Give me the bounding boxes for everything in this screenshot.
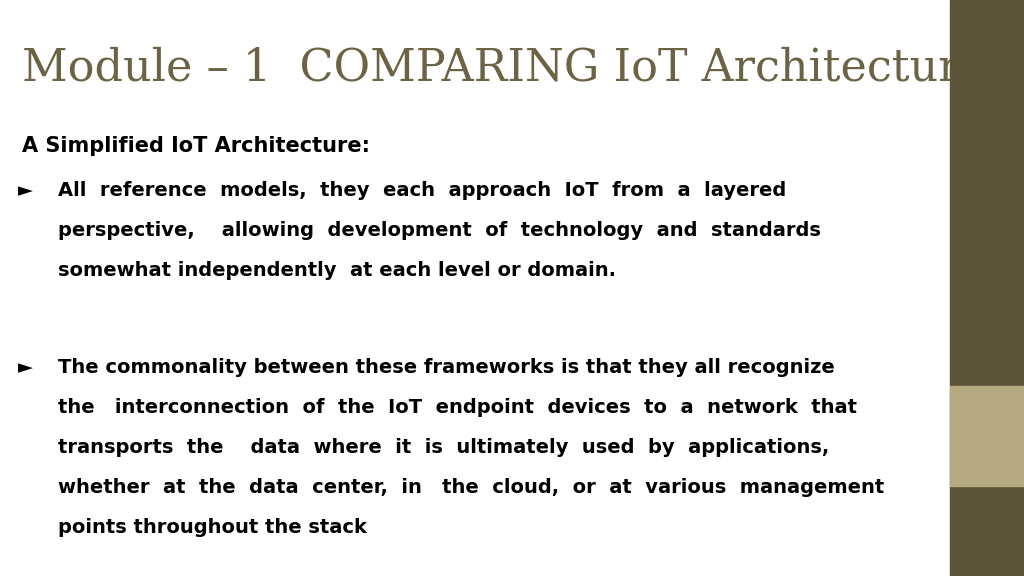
Text: A Simplified IoT Architecture:: A Simplified IoT Architecture: [22,136,370,156]
Text: The commonality between these frameworks is that they all recognize: The commonality between these frameworks… [58,358,835,377]
Text: points throughout the stack: points throughout the stack [58,518,367,537]
Text: 13: 13 [954,541,970,554]
Text: transports  the    data  where  it  is  ultimately  used  by  applications,: transports the data where it is ultimate… [58,438,829,457]
Text: ►: ► [18,181,33,200]
Text: somewhat independently  at each level or domain.: somewhat independently at each level or … [58,261,616,280]
Text: the   interconnection  of  the  IoT  endpoint  devices  to  a  network  that: the interconnection of the IoT endpoint … [58,398,857,417]
Text: perspective,    allowing  development  of  technology  and  standards: perspective, allowing development of tec… [58,221,821,240]
Text: Module – 1  COMPARING IoT Architecture: Module – 1 COMPARING IoT Architecture [22,46,986,89]
Bar [950,0,1024,576]
Bar [950,386,1024,486]
Text: All  reference  models,  they  each  approach  IoT  from  a  layered: All reference models, they each approach… [58,181,786,200]
Text: whether  at  the  data  center,  in   the  cloud,  or  at  various  management: whether at the data center, in the cloud… [58,478,885,497]
Text: ►: ► [18,358,33,377]
